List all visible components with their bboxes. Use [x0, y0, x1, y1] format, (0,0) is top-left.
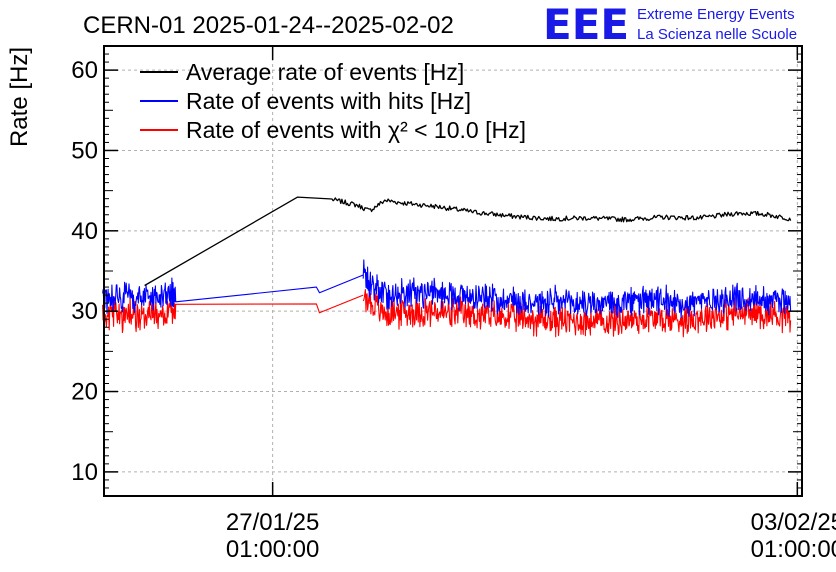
eee-logo-mark: EEE	[543, 0, 629, 49]
legend-label: Average rate of events [Hz]	[186, 59, 464, 85]
y-tick-label: 20	[71, 379, 98, 406]
eee-logo-line2: La Scienza nelle Scuole	[637, 26, 797, 43]
y-tick-label: 30	[71, 298, 98, 325]
series-0	[144, 196, 792, 287]
legend-label: Rate of events with hits [Hz]	[186, 88, 471, 114]
legend-label: Rate of events with χ² < 10.0 [Hz]	[186, 117, 526, 143]
y-tick-label: 10	[71, 459, 98, 486]
eee-logo: EEE Extreme Energy Events La Scienza nel…	[543, 0, 797, 49]
x-tick-time: 01:00:00	[751, 536, 836, 563]
series-1	[102, 259, 792, 318]
x-tick-date: 03/02/25	[751, 509, 836, 536]
y-axis-label: Rate [Hz]	[6, 47, 33, 147]
series-lines	[102, 196, 792, 338]
series-line	[102, 259, 792, 318]
series-line	[144, 196, 792, 287]
y-axis-ticks: 10 20 30 40 50 60	[71, 45, 802, 497]
series-2	[102, 288, 792, 338]
legend: Average rate of events [Hz] Rate of event…	[140, 59, 526, 143]
x-tick-time: 01:00:00	[226, 536, 319, 563]
y-tick-label: 60	[71, 57, 98, 84]
y-tick-label: 40	[71, 218, 98, 245]
chart-title: CERN-01 2025-01-24--2025-02-02	[83, 12, 454, 39]
series-line	[102, 288, 792, 338]
y-tick-label: 50	[71, 137, 98, 164]
x-tick-date: 27/01/25	[226, 509, 319, 536]
eee-logo-line1: Extreme Energy Events	[637, 6, 795, 23]
